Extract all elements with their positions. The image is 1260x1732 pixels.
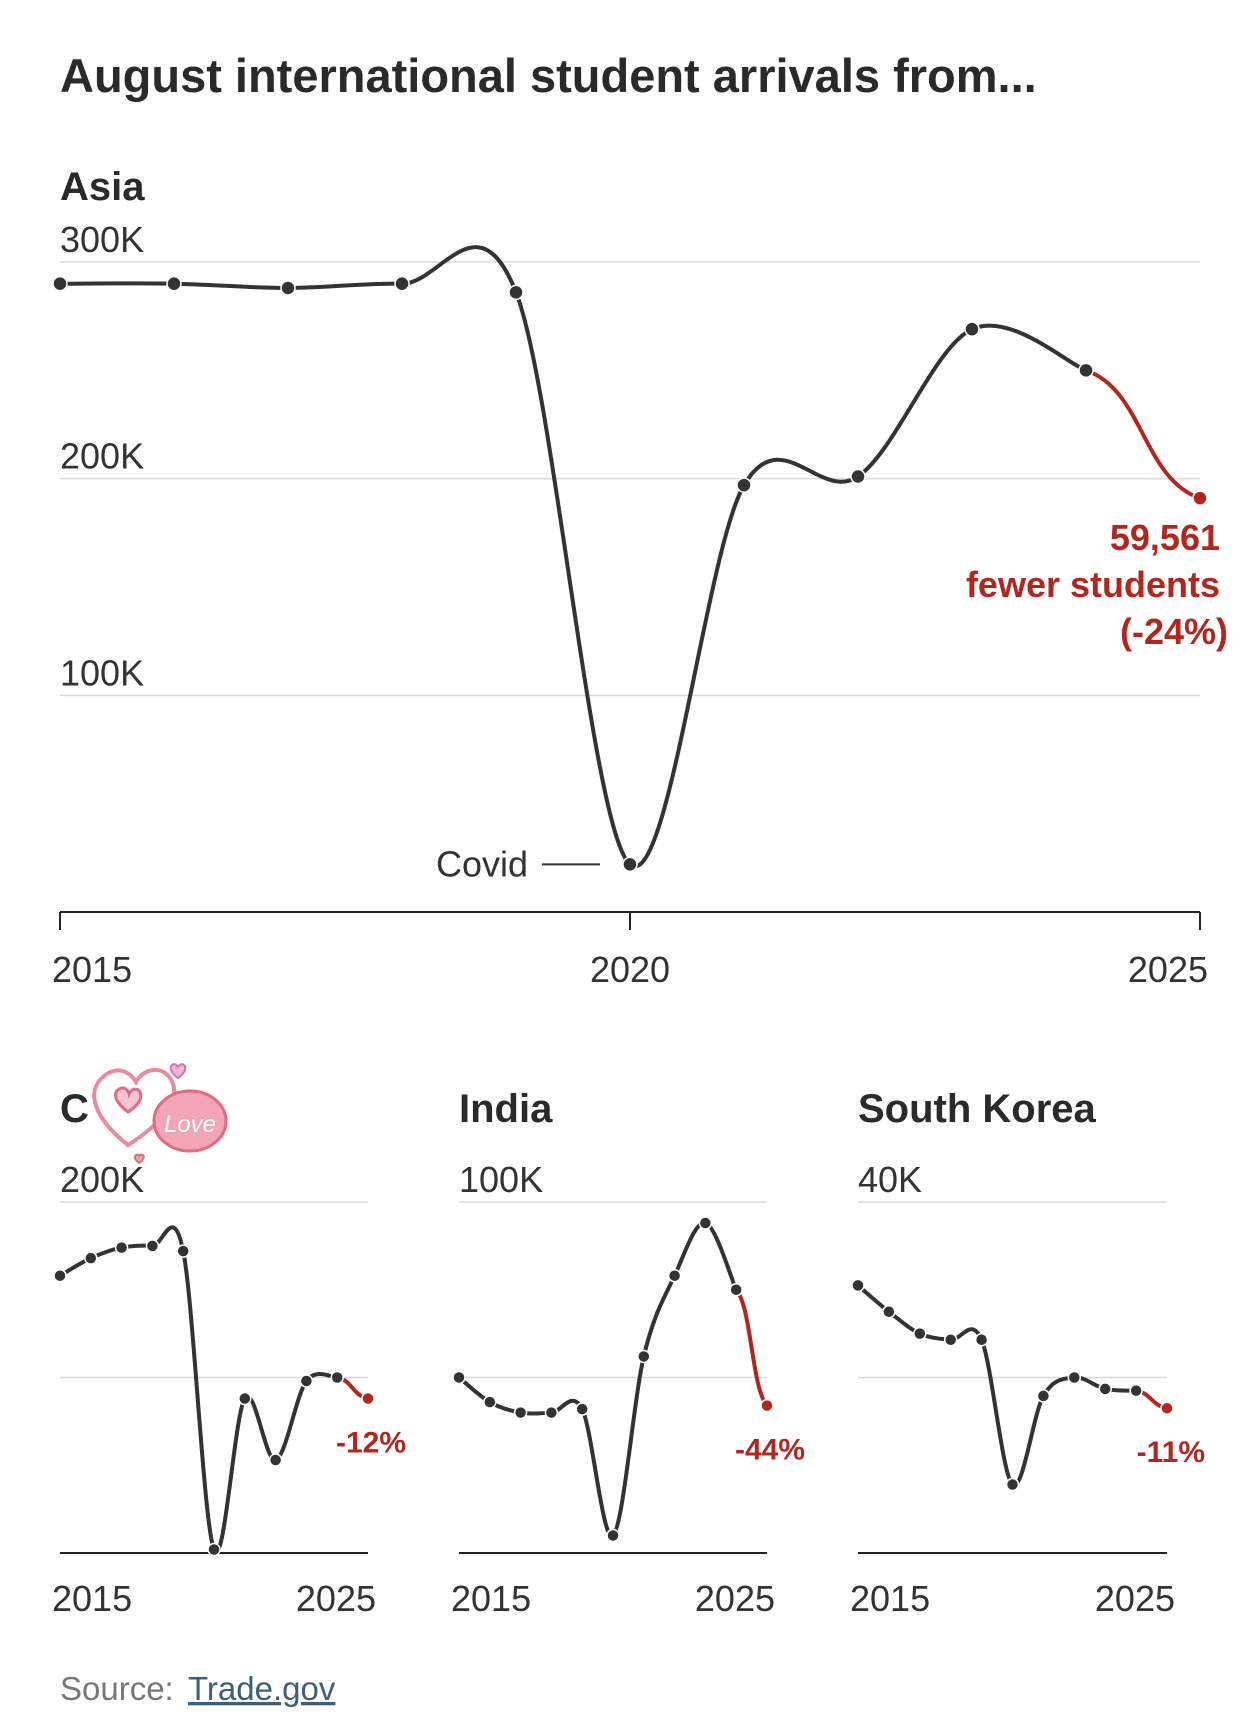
india-data-point [729,1283,743,1297]
south-korea-data-point [1067,1370,1082,1385]
c-panel-title: C [60,1087,89,1131]
south-korea-x-tick-label: 2025 [1095,1578,1175,1619]
asia-highlight-segment [1084,368,1202,501]
india-data-point [452,1370,466,1385]
asia-data-point [850,468,866,485]
asia-data-point [394,275,410,292]
asia-change-callout: (-24%) [1120,611,1228,652]
south-korea-data-point [943,1333,958,1347]
asia-data-point [166,275,182,292]
figure-title: August international student arrivals fr… [60,49,1037,102]
asia-y-tick-label: 200K [60,436,144,477]
asia-x-tick-label: 2020 [590,949,670,990]
india-data-point [760,1398,774,1413]
c-data-point [114,1240,129,1255]
south-korea-data-point [1005,1477,1020,1492]
asia-data-point [280,280,296,296]
asia-y-tick-label: 300K [60,219,144,260]
india-data-point [637,1349,651,1364]
asia-series-line [58,245,1088,869]
south-korea-percent-change: -11% [1137,1436,1205,1469]
source-link[interactable]: Trade.gov [188,1670,336,1707]
c-data-point [238,1391,252,1406]
south-korea-y-tick-label: 40K [858,1159,922,1200]
india-x-tick-label: 2015 [451,1578,531,1619]
south-korea-panel-title: South Korea [858,1087,1097,1131]
source-label: Source: [60,1670,174,1707]
india-series-line [457,1221,739,1538]
asia-y-tick-label: 100K [60,652,144,693]
sticker-love-text: Love [164,1111,216,1138]
c-data-point [53,1268,67,1283]
asia-data-point [964,321,980,337]
asia-change-callout: fewer students [966,564,1220,605]
c-data-point [145,1239,160,1253]
asia-x-tick-label: 2015 [52,949,132,990]
south-korea-x-tick-label: 2015 [850,1578,930,1619]
south-korea-series-line [856,1283,1139,1488]
south-korea-data-point [1160,1401,1174,1415]
india-data-point [575,1402,589,1416]
c-data-point [361,1391,375,1406]
asia-data-point [736,477,752,493]
india-highlight-segment [734,1287,769,1408]
c-data-point [299,1374,314,1388]
asia-data-point [52,275,68,292]
south-korea-data-point [882,1304,896,1319]
asia-data-point [1078,362,1094,379]
c-series-line [58,1225,340,1555]
india-y-tick-label: 100K [459,1159,543,1200]
sticker-speech-bubble [152,1089,228,1153]
asia-data-point [622,856,638,873]
c-y-tick-label: 200K [60,1159,144,1200]
asia-change-callout: 59,561 [1110,517,1220,558]
c-data-point [176,1244,190,1258]
india-x-tick-label: 2025 [695,1578,775,1619]
sticker-small-heart [169,1063,187,1080]
sticker-heart-inner [114,1086,143,1114]
south-korea-data-point [851,1278,865,1293]
asia-panel: Asia 100K 200K 300K 2015 2020 2025 Covid 59,561 f… [52,165,1228,990]
south-korea-data-point [1098,1382,1112,1396]
c-data-point [268,1453,283,1467]
india-data-point [667,1268,682,1283]
india-data-point [513,1405,528,1420]
c-x-tick-label: 2015 [52,1578,132,1619]
india-data-point [606,1528,620,1543]
south-korea-data-point [913,1326,927,1341]
asia-x-tick-label: 2025 [1128,949,1208,990]
c-x-tick-label: 2025 [296,1578,376,1619]
south-korea-data-point [974,1333,989,1347]
asia-data-point [508,284,524,301]
south-korea-panel: South Korea 40K 2015 2025 -11% [850,1087,1205,1619]
india-percent-change: -44% [735,1434,805,1467]
india-data-point [698,1216,713,1230]
india-panel-title: India [459,1087,553,1131]
sticker-tiny-heart [134,1153,145,1165]
india-data-point [544,1405,559,1420]
asia-panel-title: Asia [60,165,145,209]
c-data-point [207,1542,221,1557]
asia-covid-label: Covid [436,843,528,884]
india-data-point [483,1395,497,1409]
love-heart-sticker: Love [92,1063,228,1165]
asia-data-point [1192,490,1208,506]
c-data-point [330,1370,344,1385]
c-data-point [84,1251,98,1265]
south-korea-data-point [1129,1383,1143,1398]
china-panel: C 200K 2015 2025 -12% [52,1087,406,1619]
south-korea-data-point [1036,1389,1051,1403]
india-panel: India 100K 2015 2025 -44% [451,1087,805,1619]
c-percent-change: -12% [336,1427,406,1460]
